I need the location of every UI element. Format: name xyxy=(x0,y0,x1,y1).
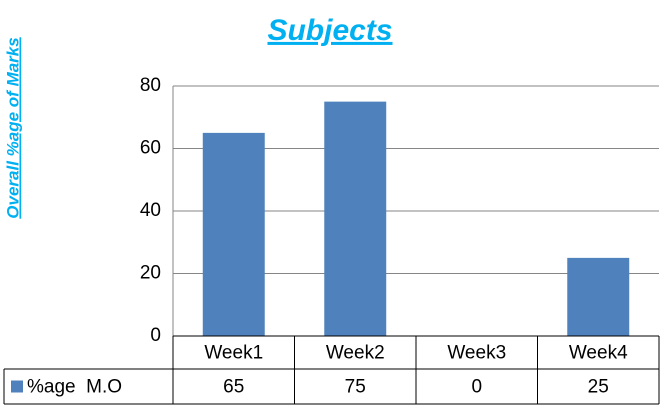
y-tick-label: 60 xyxy=(140,138,161,159)
chart-title: Subjects xyxy=(267,14,392,47)
x-tick-label: Week2 xyxy=(326,343,385,364)
table-value: 65 xyxy=(223,377,244,398)
legend-label: %age M.O xyxy=(27,377,122,398)
y-tick-label: 80 xyxy=(140,75,161,96)
legend-key xyxy=(11,380,23,393)
x-tick-label: Week4 xyxy=(569,343,628,364)
bar xyxy=(567,257,630,336)
x-tick-label: Week1 xyxy=(204,343,263,364)
y-axis-title: Overall %age of Marks xyxy=(3,37,22,218)
y-tick-label: 20 xyxy=(140,263,161,284)
bar xyxy=(202,132,265,336)
table-value: 75 xyxy=(345,377,366,398)
table-value: 0 xyxy=(471,377,482,398)
bar xyxy=(324,101,387,336)
table-value: 25 xyxy=(588,377,609,398)
y-tick-label: 0 xyxy=(150,325,161,346)
y-tick-label: 40 xyxy=(140,200,161,221)
x-tick-label: Week3 xyxy=(447,343,506,364)
